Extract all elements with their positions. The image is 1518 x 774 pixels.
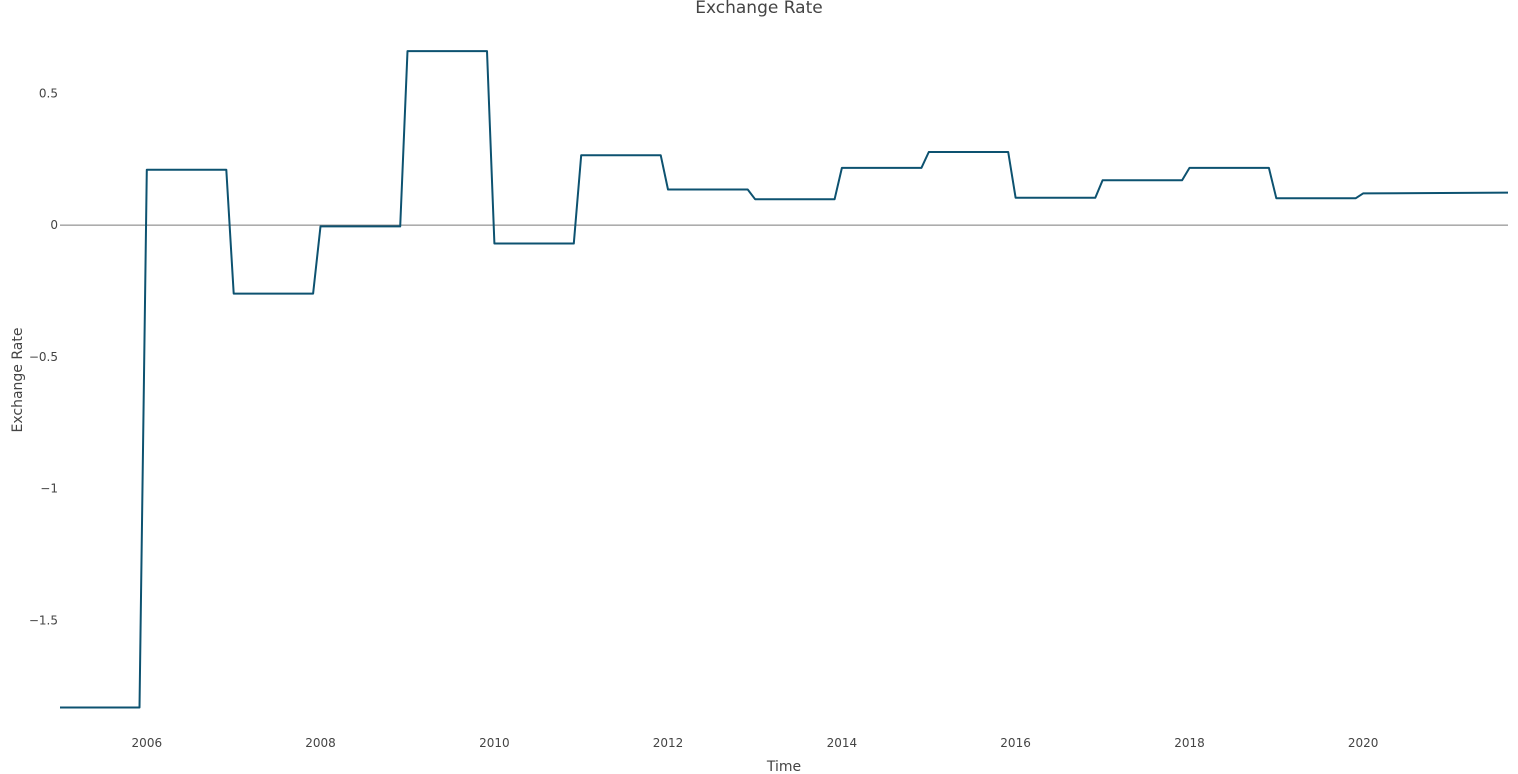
x-tick-label: 2014 [827, 736, 858, 750]
x-tick-label: 2012 [653, 736, 684, 750]
x-tick-label: 2020 [1348, 736, 1379, 750]
plot-series [59, 50, 1509, 709]
x-tick-label: 2008 [305, 736, 336, 750]
series-line [60, 50, 1509, 709]
y-axis-title: Exchange Rate [10, 328, 26, 433]
y-tick-label: −1.5 [29, 613, 58, 627]
y-tick-label: −0.5 [29, 350, 58, 364]
y-tick-label: 0 [50, 218, 58, 232]
y-tick-label: −1 [40, 482, 58, 496]
y-tick-label: 0.5 [39, 86, 58, 100]
chart-title: Exchange Rate [695, 0, 822, 18]
x-tick-label: 2016 [1000, 736, 1031, 750]
x-tick-label: 2006 [132, 736, 163, 750]
x-tick-label: 2018 [1174, 736, 1205, 750]
x-tick-label: 2010 [479, 736, 510, 750]
x-axis-title: Time [766, 759, 801, 774]
x-axis-ticks: 2006 2008 2010 2012 2014 2016 2018 2020 [132, 736, 1379, 750]
y-axis-ticks: 0.5 0 −0.5 −1 −1.5 [29, 86, 58, 627]
